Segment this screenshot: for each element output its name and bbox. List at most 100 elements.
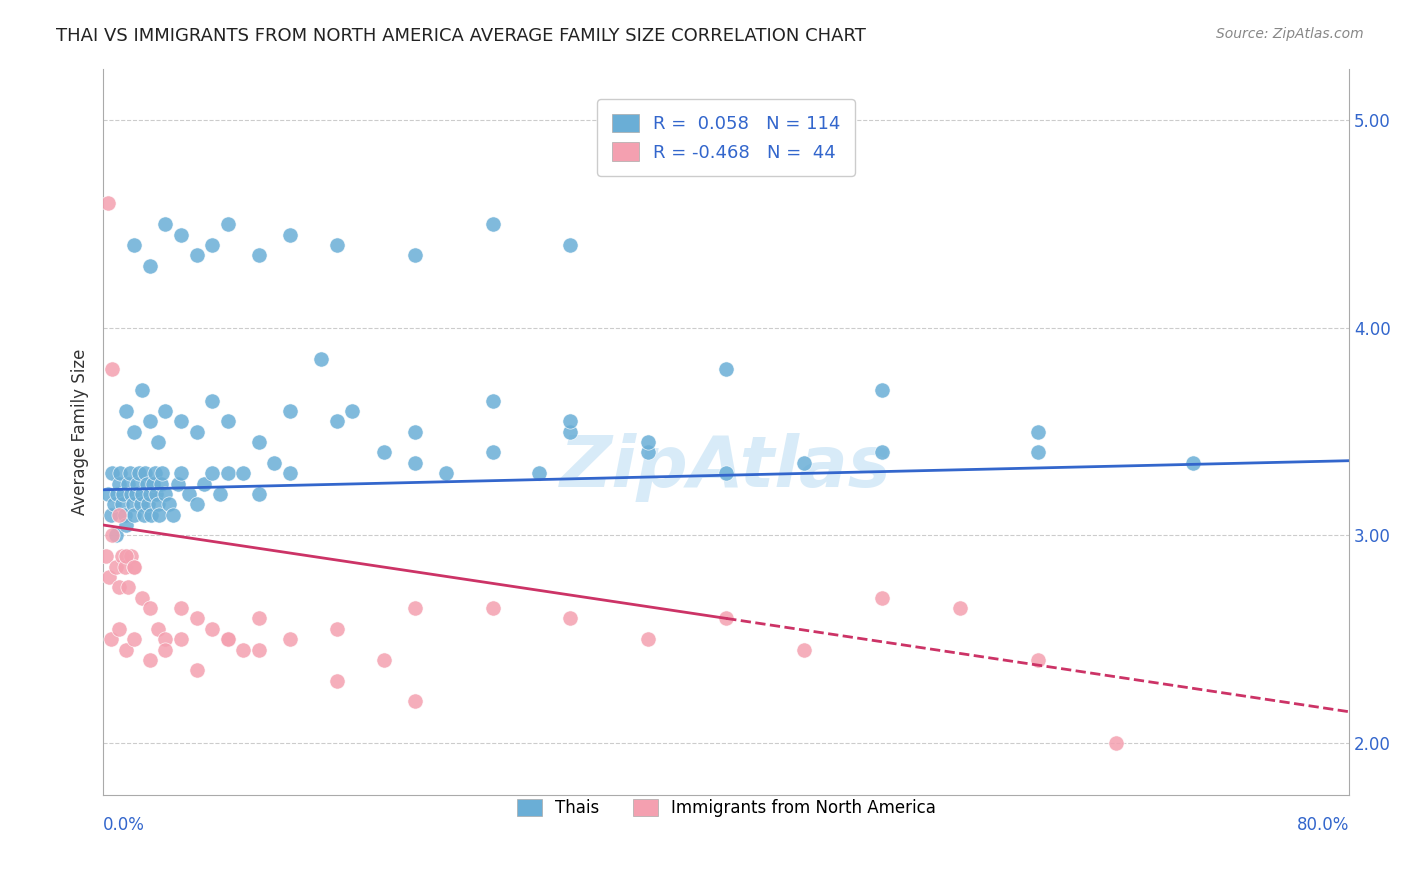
Point — [186, 497, 208, 511]
Point — [278, 404, 301, 418]
Point — [134, 466, 156, 480]
Text: ZipAtlas: ZipAtlas — [561, 434, 891, 502]
Point — [150, 466, 173, 480]
Point — [481, 445, 503, 459]
Point — [170, 227, 193, 242]
Point — [373, 445, 395, 459]
Point — [97, 196, 120, 211]
Point — [114, 559, 136, 574]
Point — [157, 497, 180, 511]
Point — [142, 476, 165, 491]
Point — [107, 622, 129, 636]
Point — [131, 487, 153, 501]
Point — [98, 570, 121, 584]
Point — [217, 632, 239, 647]
Point — [201, 238, 224, 252]
Point — [326, 622, 349, 636]
Point — [107, 580, 129, 594]
Point — [115, 518, 138, 533]
Point — [146, 497, 169, 511]
Point — [217, 466, 239, 480]
Point — [481, 217, 503, 231]
Point — [143, 466, 166, 480]
Point — [232, 466, 254, 480]
Point — [404, 425, 426, 439]
Point — [100, 632, 122, 647]
Point — [155, 404, 177, 418]
Point — [404, 248, 426, 262]
Point — [101, 466, 124, 480]
Point — [139, 487, 162, 501]
Point — [1026, 425, 1049, 439]
Point — [193, 476, 215, 491]
Point — [217, 217, 239, 231]
Point — [124, 632, 146, 647]
Point — [342, 404, 364, 418]
Point — [111, 497, 134, 511]
Point — [124, 559, 146, 574]
Point — [232, 642, 254, 657]
Point — [162, 508, 184, 522]
Point — [104, 559, 127, 574]
Point — [217, 632, 239, 647]
Point — [124, 508, 146, 522]
Legend: Thais, Immigrants from North America: Thais, Immigrants from North America — [503, 785, 949, 830]
Point — [177, 487, 200, 501]
Point — [247, 487, 270, 501]
Point — [404, 694, 426, 708]
Point — [167, 476, 190, 491]
Point — [101, 528, 124, 542]
Point — [373, 653, 395, 667]
Point — [186, 611, 208, 625]
Point — [127, 476, 149, 491]
Text: Source: ZipAtlas.com: Source: ZipAtlas.com — [1216, 27, 1364, 41]
Point — [793, 642, 815, 657]
Point — [870, 383, 893, 397]
Point — [434, 466, 457, 480]
Point — [107, 476, 129, 491]
Text: THAI VS IMMIGRANTS FROM NORTH AMERICA AVERAGE FAMILY SIZE CORRELATION CHART: THAI VS IMMIGRANTS FROM NORTH AMERICA AV… — [56, 27, 866, 45]
Point — [120, 487, 142, 501]
Point — [170, 414, 193, 428]
Point — [115, 549, 138, 563]
Point — [637, 632, 659, 647]
Point — [404, 456, 426, 470]
Point — [149, 476, 172, 491]
Point — [125, 487, 148, 501]
Point — [326, 673, 349, 688]
Point — [263, 456, 285, 470]
Point — [103, 497, 125, 511]
Point — [139, 653, 162, 667]
Point — [104, 528, 127, 542]
Point — [560, 238, 582, 252]
Point — [117, 580, 139, 594]
Point — [131, 591, 153, 605]
Point — [793, 456, 815, 470]
Point — [101, 362, 124, 376]
Point — [714, 466, 737, 480]
Point — [170, 632, 193, 647]
Point — [146, 435, 169, 450]
Point — [155, 487, 177, 501]
Point — [124, 559, 146, 574]
Point — [118, 466, 141, 480]
Point — [278, 466, 301, 480]
Point — [1182, 456, 1205, 470]
Point — [96, 549, 118, 563]
Point — [404, 601, 426, 615]
Point — [714, 362, 737, 376]
Point — [870, 445, 893, 459]
Point — [120, 549, 142, 563]
Point — [110, 466, 132, 480]
Point — [870, 591, 893, 605]
Point — [247, 248, 270, 262]
Point — [247, 642, 270, 657]
Point — [1104, 736, 1126, 750]
Point — [326, 238, 349, 252]
Point — [560, 425, 582, 439]
Point — [141, 508, 163, 522]
Point — [170, 601, 193, 615]
Point — [1026, 445, 1049, 459]
Point — [124, 238, 146, 252]
Point — [247, 611, 270, 625]
